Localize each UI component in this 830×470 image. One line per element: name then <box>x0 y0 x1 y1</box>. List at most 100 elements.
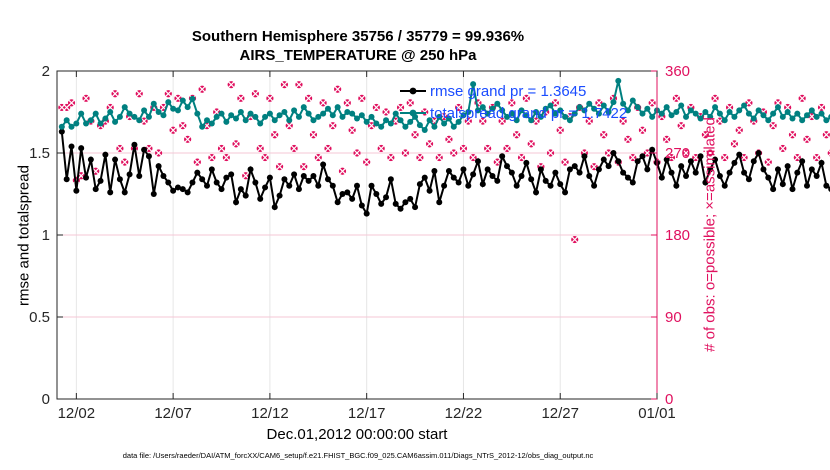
rmse-point <box>291 171 298 178</box>
obs-assimilated-point <box>484 144 492 153</box>
rmse-point <box>736 151 743 158</box>
legend-entry-1: totalspread grand pr = 1.7422 <box>430 105 627 122</box>
obs-assimilated-point <box>208 153 216 162</box>
rmse-point <box>494 177 501 184</box>
totalspread-point <box>668 112 675 119</box>
rmse-point <box>174 184 181 191</box>
totalspread-point <box>83 120 90 127</box>
totalspread-point <box>489 105 496 112</box>
rmse-point <box>165 179 172 186</box>
rmse-point <box>349 195 356 202</box>
rmse-point <box>707 166 714 173</box>
rmse-point <box>368 182 375 189</box>
y-tick-label-right: 360 <box>665 63 690 80</box>
rmse-point <box>450 174 457 181</box>
y-tick-label-right: 180 <box>665 227 690 244</box>
totalspread-point <box>450 123 457 130</box>
rmse-point <box>634 158 641 165</box>
rmse-point <box>697 153 704 160</box>
rmse-point <box>266 174 273 181</box>
totalspread-point <box>107 109 114 115</box>
rmse-point <box>808 166 815 173</box>
totalspread-point <box>184 104 191 111</box>
totalspread-point <box>784 109 791 115</box>
obs-assimilated-point <box>827 149 830 157</box>
totalspread-point <box>368 113 375 120</box>
totalspread-point <box>707 113 714 120</box>
obs-assimilated-point <box>377 144 385 153</box>
totalspread-point <box>155 109 162 115</box>
totalspread-point <box>615 77 622 84</box>
chart-title-line-1: Southern Hemisphere 35756 / 35779 = 99.9… <box>191 28 525 45</box>
totalspread-point <box>354 115 360 122</box>
obs-assimilated-point <box>116 144 124 153</box>
obs-assimilated-point <box>735 126 743 134</box>
totalspread-point <box>755 107 762 114</box>
rmse-point <box>131 141 138 148</box>
rmse-point <box>141 146 148 153</box>
obs-assimilated-point <box>372 103 380 112</box>
rmse-point <box>329 182 336 189</box>
totalspread-point <box>528 117 535 124</box>
rmse-point <box>300 172 307 179</box>
totalspread-point <box>716 110 723 117</box>
obs-assimilated-point <box>522 94 530 102</box>
obs-assimilated-point <box>363 158 371 166</box>
rmse-point <box>615 158 622 165</box>
rmse-point <box>354 182 360 189</box>
rmse-point <box>373 191 380 197</box>
totalspread-point <box>145 113 152 120</box>
chart-title-line-2: AIRS_TEMPERATURE @ 250 hPa <box>239 47 477 64</box>
totalspread-point <box>692 110 699 117</box>
totalspread-point <box>126 110 133 117</box>
obs-assimilated-point <box>309 131 318 139</box>
rmse-point <box>818 159 825 166</box>
x-tick-label: 12/02 <box>58 405 96 422</box>
obs-assimilated-point <box>406 99 414 107</box>
rmse-point <box>150 191 157 197</box>
obs-assimilated-point <box>454 103 463 112</box>
rmse-point <box>204 182 210 189</box>
totalspread-point <box>765 117 772 124</box>
rmse-point <box>344 189 351 196</box>
rmse-point <box>620 169 627 176</box>
obs-assimilated-point <box>725 103 734 112</box>
y-tick-label-left: 0.5 <box>29 309 50 326</box>
totalspread-point <box>291 107 298 114</box>
totalspread-point <box>813 113 820 120</box>
obs-assimilated-point <box>304 94 313 102</box>
obs-assimilated-point <box>275 163 284 171</box>
rmse-point <box>755 150 762 156</box>
y-tick-label-right: 270 <box>665 145 690 162</box>
totalspread-point <box>436 113 443 120</box>
totalspread-point <box>581 107 588 114</box>
obs-assimilated-point <box>648 99 656 107</box>
totalspread-point <box>445 115 452 122</box>
rmse-point <box>465 182 472 189</box>
totalspread-point <box>673 109 680 115</box>
totalspread-point <box>68 123 75 130</box>
totalspread-point <box>160 112 167 119</box>
totalspread-point <box>407 118 414 125</box>
totalspread-point <box>247 110 254 117</box>
totalspread-point <box>499 107 506 114</box>
rmse-point <box>731 159 738 166</box>
obs-assimilated-point <box>822 131 830 139</box>
totalspread-point <box>760 112 767 119</box>
y-tick-label-left: 2 <box>42 63 50 80</box>
totalspread-point <box>58 123 65 130</box>
obs-assimilated-point <box>556 126 564 134</box>
rmse-point <box>160 172 167 179</box>
totalspread-point <box>266 110 273 117</box>
obs-assimilated-point <box>266 94 274 102</box>
rmse-point <box>605 163 612 170</box>
rmse-point <box>683 172 690 179</box>
rmse-point <box>789 186 796 193</box>
totalspread-point <box>281 109 288 115</box>
totalspread-point <box>320 110 327 117</box>
totalspread-point <box>552 110 559 117</box>
x-tick-label: 12/07 <box>154 405 192 422</box>
rmse-point <box>102 151 109 158</box>
obs-assimilated-point <box>677 122 685 130</box>
rmse-point <box>78 145 85 152</box>
